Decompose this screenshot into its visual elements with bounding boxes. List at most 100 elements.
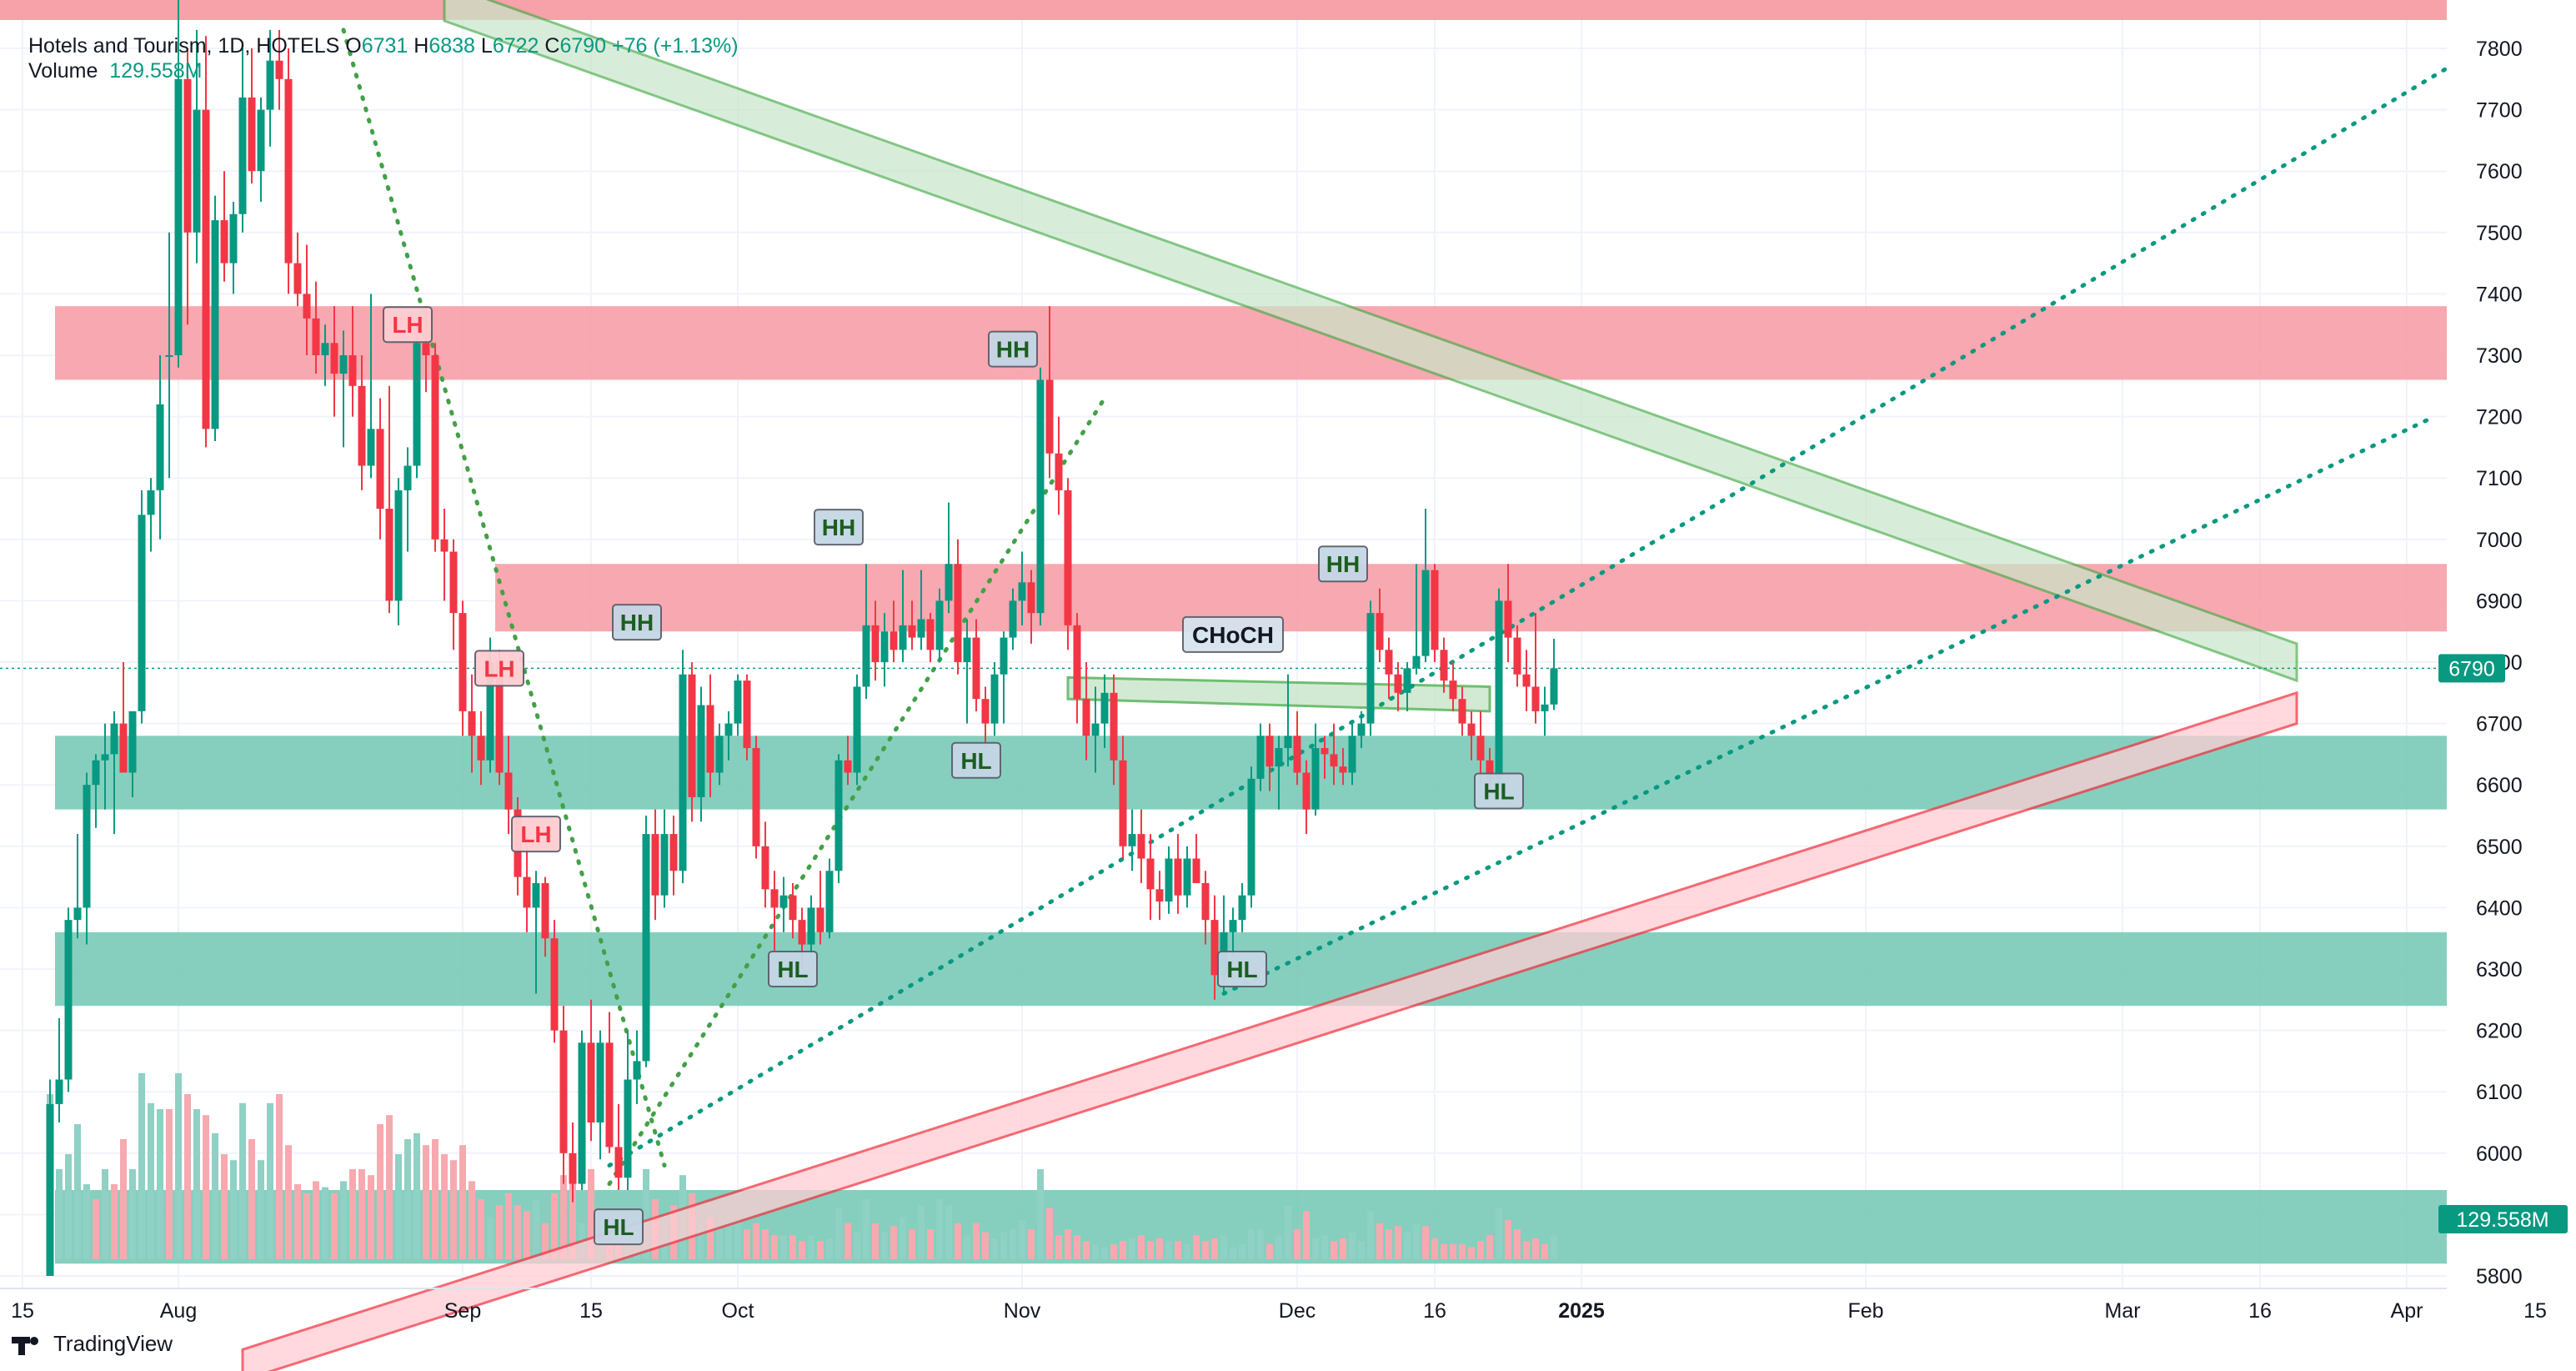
candle-body xyxy=(853,686,861,773)
volume-bar xyxy=(1450,1244,1456,1259)
price-tick-label: 7400 xyxy=(2476,283,2523,306)
dotted-line-rising-green xyxy=(607,396,1107,1187)
tradingview-brand[interactable]: TradingView xyxy=(12,1331,173,1357)
volume-bar xyxy=(331,1193,338,1259)
price-tick-label: 6500 xyxy=(2476,836,2523,859)
volume-bar xyxy=(1275,1235,1282,1259)
volume-bar xyxy=(1331,1241,1337,1259)
candle-body xyxy=(477,736,485,761)
candle-body xyxy=(935,600,944,650)
structure-label-box xyxy=(511,816,561,853)
candle-body xyxy=(73,907,82,921)
volume-bar xyxy=(1486,1235,1493,1259)
price-tick-label: 6100 xyxy=(2476,1081,2523,1104)
candle-body xyxy=(596,1042,604,1122)
structure-label-box xyxy=(594,1208,644,1246)
candle-body xyxy=(46,1103,54,1276)
volume-bar xyxy=(313,1181,319,1259)
volume-bar xyxy=(955,1223,961,1259)
candles xyxy=(46,0,1558,1276)
candle-body xyxy=(504,772,513,810)
tradingview-logo-icon xyxy=(12,1333,45,1355)
candle-body xyxy=(211,220,219,429)
volume-bar xyxy=(83,1184,90,1259)
price-axis[interactable]: 7800 7700 7600 7500 7400 7300 7200 7100 7000 6900… xyxy=(2438,0,2576,1309)
volume-bar xyxy=(285,1145,292,1259)
volume-bar xyxy=(854,1232,860,1259)
candle-body xyxy=(789,895,797,921)
structure-label-hl: HL xyxy=(1483,779,1514,805)
dotted-line-rising-teal-1 xyxy=(607,46,2483,1168)
volume-bar xyxy=(469,1181,475,1259)
time-tick-label: Sep xyxy=(444,1299,481,1323)
volume-bar xyxy=(881,1232,888,1259)
volume-bar xyxy=(386,1115,393,1259)
candle-body xyxy=(825,871,834,932)
volume-bar xyxy=(1000,1232,1007,1259)
volume-bar xyxy=(1303,1211,1310,1259)
candle-body xyxy=(358,385,366,466)
zone-resistance-top xyxy=(55,306,2447,380)
volume-bar xyxy=(322,1187,328,1259)
volume-bar xyxy=(138,1072,145,1259)
volume-bar xyxy=(175,1072,182,1259)
candle-body xyxy=(431,355,439,540)
candle-body xyxy=(293,263,302,294)
candle-body xyxy=(165,355,173,357)
structure-label-box xyxy=(951,741,1001,779)
candle-body xyxy=(1100,692,1109,724)
structure-label-hh: HH xyxy=(996,337,1030,363)
price-tick-label: 7100 xyxy=(2476,467,2523,490)
volume-bar xyxy=(1551,1235,1557,1259)
time-axis[interactable]: 15 Aug Sep 15 Oct Nov Dec 16 2025 Feb Mar 16 Apr 15 xyxy=(0,1288,2547,1323)
candle-body xyxy=(1174,858,1182,896)
candle-body xyxy=(734,680,742,724)
time-tick-label: Mar xyxy=(2104,1299,2140,1323)
volume-bar xyxy=(267,1102,273,1259)
symbol-title[interactable]: Hotels and Tourism, 1D, HOTELS xyxy=(28,34,340,58)
volume-bar xyxy=(56,1169,63,1259)
volume-bar xyxy=(1065,1229,1071,1259)
candle-body xyxy=(642,834,650,1062)
candle-body xyxy=(541,882,549,939)
volume-bar xyxy=(808,1235,814,1259)
volume-bar xyxy=(303,1193,310,1259)
candle-body xyxy=(1256,736,1265,779)
volume-bar xyxy=(1138,1235,1145,1259)
candle-body xyxy=(899,625,907,650)
volume-bar xyxy=(1055,1235,1062,1259)
candle-body xyxy=(147,490,155,515)
candle-body xyxy=(963,637,971,662)
candle-body xyxy=(183,78,192,233)
candle-body xyxy=(1155,889,1164,902)
price-tick-label: 6200 xyxy=(2476,1020,2523,1043)
structure-label-lh: LH xyxy=(520,821,551,847)
time-tick-label: Aug xyxy=(160,1299,197,1323)
volume-bar xyxy=(1248,1229,1255,1259)
volume-bar xyxy=(1523,1241,1530,1259)
candle-body xyxy=(651,834,659,896)
candle-body xyxy=(880,631,889,662)
volume-bar xyxy=(872,1223,879,1259)
candle-body xyxy=(954,564,962,662)
candle-body xyxy=(816,907,824,932)
volume-bar xyxy=(102,1169,108,1259)
structure-label-box xyxy=(814,509,864,546)
candle-body xyxy=(972,637,980,700)
resistance-strip-top xyxy=(0,0,2447,20)
structure-label-box xyxy=(1182,615,1284,653)
volume-bar xyxy=(1046,1208,1053,1259)
volume-bar xyxy=(129,1169,136,1259)
candle-body xyxy=(587,1042,595,1122)
volume-bar xyxy=(569,1169,576,1259)
volume-label[interactable]: Volume xyxy=(28,59,98,83)
candle-body xyxy=(1366,613,1375,724)
volume-bar xyxy=(771,1235,778,1259)
candle-body xyxy=(1440,650,1448,681)
change-value: +76 (+1.13%) xyxy=(612,34,739,58)
volume-bar xyxy=(918,1205,925,1259)
candle-body xyxy=(1421,570,1430,656)
candle-body xyxy=(1210,920,1219,976)
volume-bar xyxy=(560,1175,567,1259)
